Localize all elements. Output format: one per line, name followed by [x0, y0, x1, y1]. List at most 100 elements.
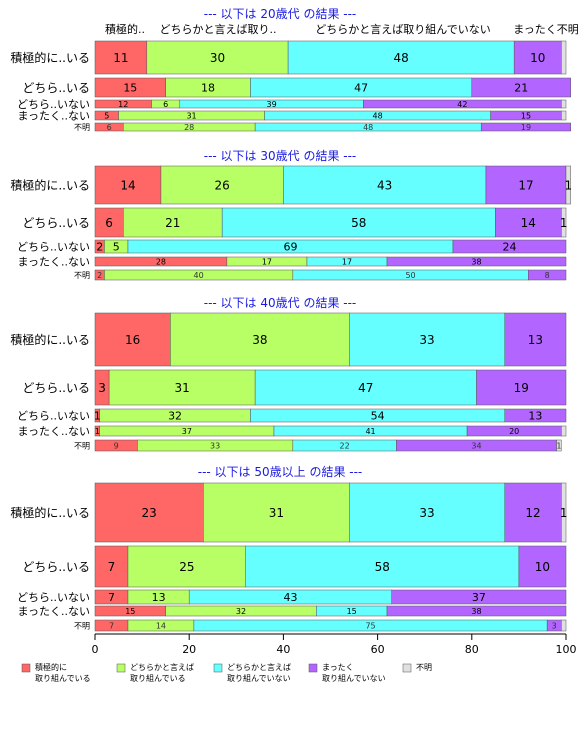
data-label: 14: [156, 621, 166, 630]
legend-label: まったく: [322, 663, 354, 672]
bar-segment: [565, 165, 571, 205]
legend-swatch: [21, 663, 31, 673]
bar-segment: [146, 40, 289, 75]
column-header: どちらかと言えば取り組んでいない: [315, 23, 490, 36]
data-label: 22: [340, 441, 350, 450]
data-label: 15: [347, 607, 357, 616]
bar-segment: [471, 77, 571, 98]
row-label: まったく..ない: [17, 255, 90, 268]
bar-segment: [94, 312, 171, 367]
data-label: 1: [560, 506, 568, 520]
legend-label: どちらかと言えば: [227, 662, 291, 672]
bar-segment: [94, 207, 124, 238]
data-label: 41: [365, 427, 375, 436]
data-label: 43: [377, 178, 392, 192]
data-label: 33: [419, 506, 434, 520]
data-label: 33: [210, 441, 220, 450]
data-label: 32: [236, 607, 246, 616]
data-label: 37: [472, 591, 486, 604]
data-label: 21: [165, 216, 180, 230]
data-label: 28: [156, 257, 166, 266]
bar-segment: [254, 369, 477, 406]
row-label: 積極的に..いる: [10, 505, 90, 520]
row-label: どちら..いない: [17, 591, 90, 604]
data-label: 2: [96, 240, 103, 253]
data-label: 54: [371, 409, 385, 422]
data-label: 31: [186, 111, 196, 120]
bar-segment: [561, 207, 567, 238]
bar-segment: [94, 482, 204, 543]
data-label: 75: [365, 621, 375, 630]
data-label: 48: [363, 123, 373, 132]
bar-segment: [504, 312, 567, 367]
data-label: 12: [118, 100, 128, 109]
data-label: 58: [375, 560, 390, 574]
row-label: まったく..ない: [17, 425, 90, 438]
bar-segment: [349, 312, 506, 367]
data-label: 10: [535, 560, 550, 574]
x-tick-label: 100: [556, 643, 577, 656]
data-label: 16: [125, 333, 140, 347]
bar-segment: [556, 439, 562, 452]
column-header: まったく不明: [513, 23, 579, 36]
row-label: どちら..いる: [22, 81, 90, 95]
bar-segment: [513, 40, 562, 75]
data-label: 12: [525, 506, 540, 520]
data-label: 21: [514, 81, 528, 94]
row-label: どちら..いる: [22, 216, 90, 230]
data-label: 5: [104, 111, 109, 120]
bar-segment: [561, 425, 567, 437]
data-label: 1: [560, 216, 568, 230]
bar-segment: [283, 165, 487, 205]
data-label: 19: [521, 123, 531, 132]
legend-label: 取り組んでいない: [322, 673, 386, 683]
data-label: 39: [267, 100, 277, 109]
legend-swatch: [308, 663, 318, 673]
data-label: 31: [174, 381, 189, 395]
bar-segment: [94, 40, 148, 75]
data-label: 17: [262, 257, 272, 266]
bar-segment: [561, 99, 567, 109]
data-label: 1: [95, 427, 100, 436]
bar-segment: [170, 312, 350, 367]
legend-label: 不明: [416, 663, 432, 672]
x-tick-label: 20: [182, 643, 196, 656]
x-tick-label: 40: [276, 643, 290, 656]
bar-segment: [485, 165, 567, 205]
data-label: 13: [528, 409, 542, 422]
data-label: 15: [123, 81, 137, 94]
data-label: 48: [373, 111, 383, 120]
data-label: 17: [342, 257, 352, 266]
row-label: 不明: [74, 123, 90, 132]
legend-swatch: [402, 663, 412, 673]
bar-segment: [561, 110, 567, 121]
panel-title: --- 以下は 20歳代 の結果 ---: [204, 7, 357, 21]
data-label: 9: [114, 441, 119, 450]
bar-segment: [108, 369, 256, 406]
data-label: 50: [405, 271, 415, 280]
data-label: 6: [163, 100, 168, 109]
data-label: 38: [471, 607, 481, 616]
bar-segment: [94, 545, 129, 588]
row-label: 積極的に..いる: [10, 50, 90, 65]
data-label: 18: [201, 81, 215, 94]
column-header: どちらかと言えば取り..: [160, 23, 277, 36]
bar-segment: [287, 40, 515, 75]
bar-segment: [561, 482, 567, 543]
row-label: まったく..ない: [17, 605, 90, 618]
data-label: 14: [120, 178, 135, 192]
data-label: 26: [215, 178, 230, 192]
data-label: 47: [358, 381, 373, 395]
legend-label: 取り組んでいる: [130, 673, 186, 683]
row-label: どちら..いない: [17, 409, 90, 422]
row-label: 不明: [74, 441, 90, 450]
panel-title: --- 以下は 50歳以上 の結果 ---: [198, 465, 363, 479]
data-label: 13: [528, 333, 543, 347]
data-label: 11: [113, 51, 128, 65]
data-label: 14: [521, 216, 536, 230]
data-label: 43: [283, 591, 297, 604]
bar-segment: [504, 408, 567, 423]
data-label: 42: [457, 100, 467, 109]
bar-segment: [94, 165, 162, 205]
data-label: 13: [152, 591, 166, 604]
